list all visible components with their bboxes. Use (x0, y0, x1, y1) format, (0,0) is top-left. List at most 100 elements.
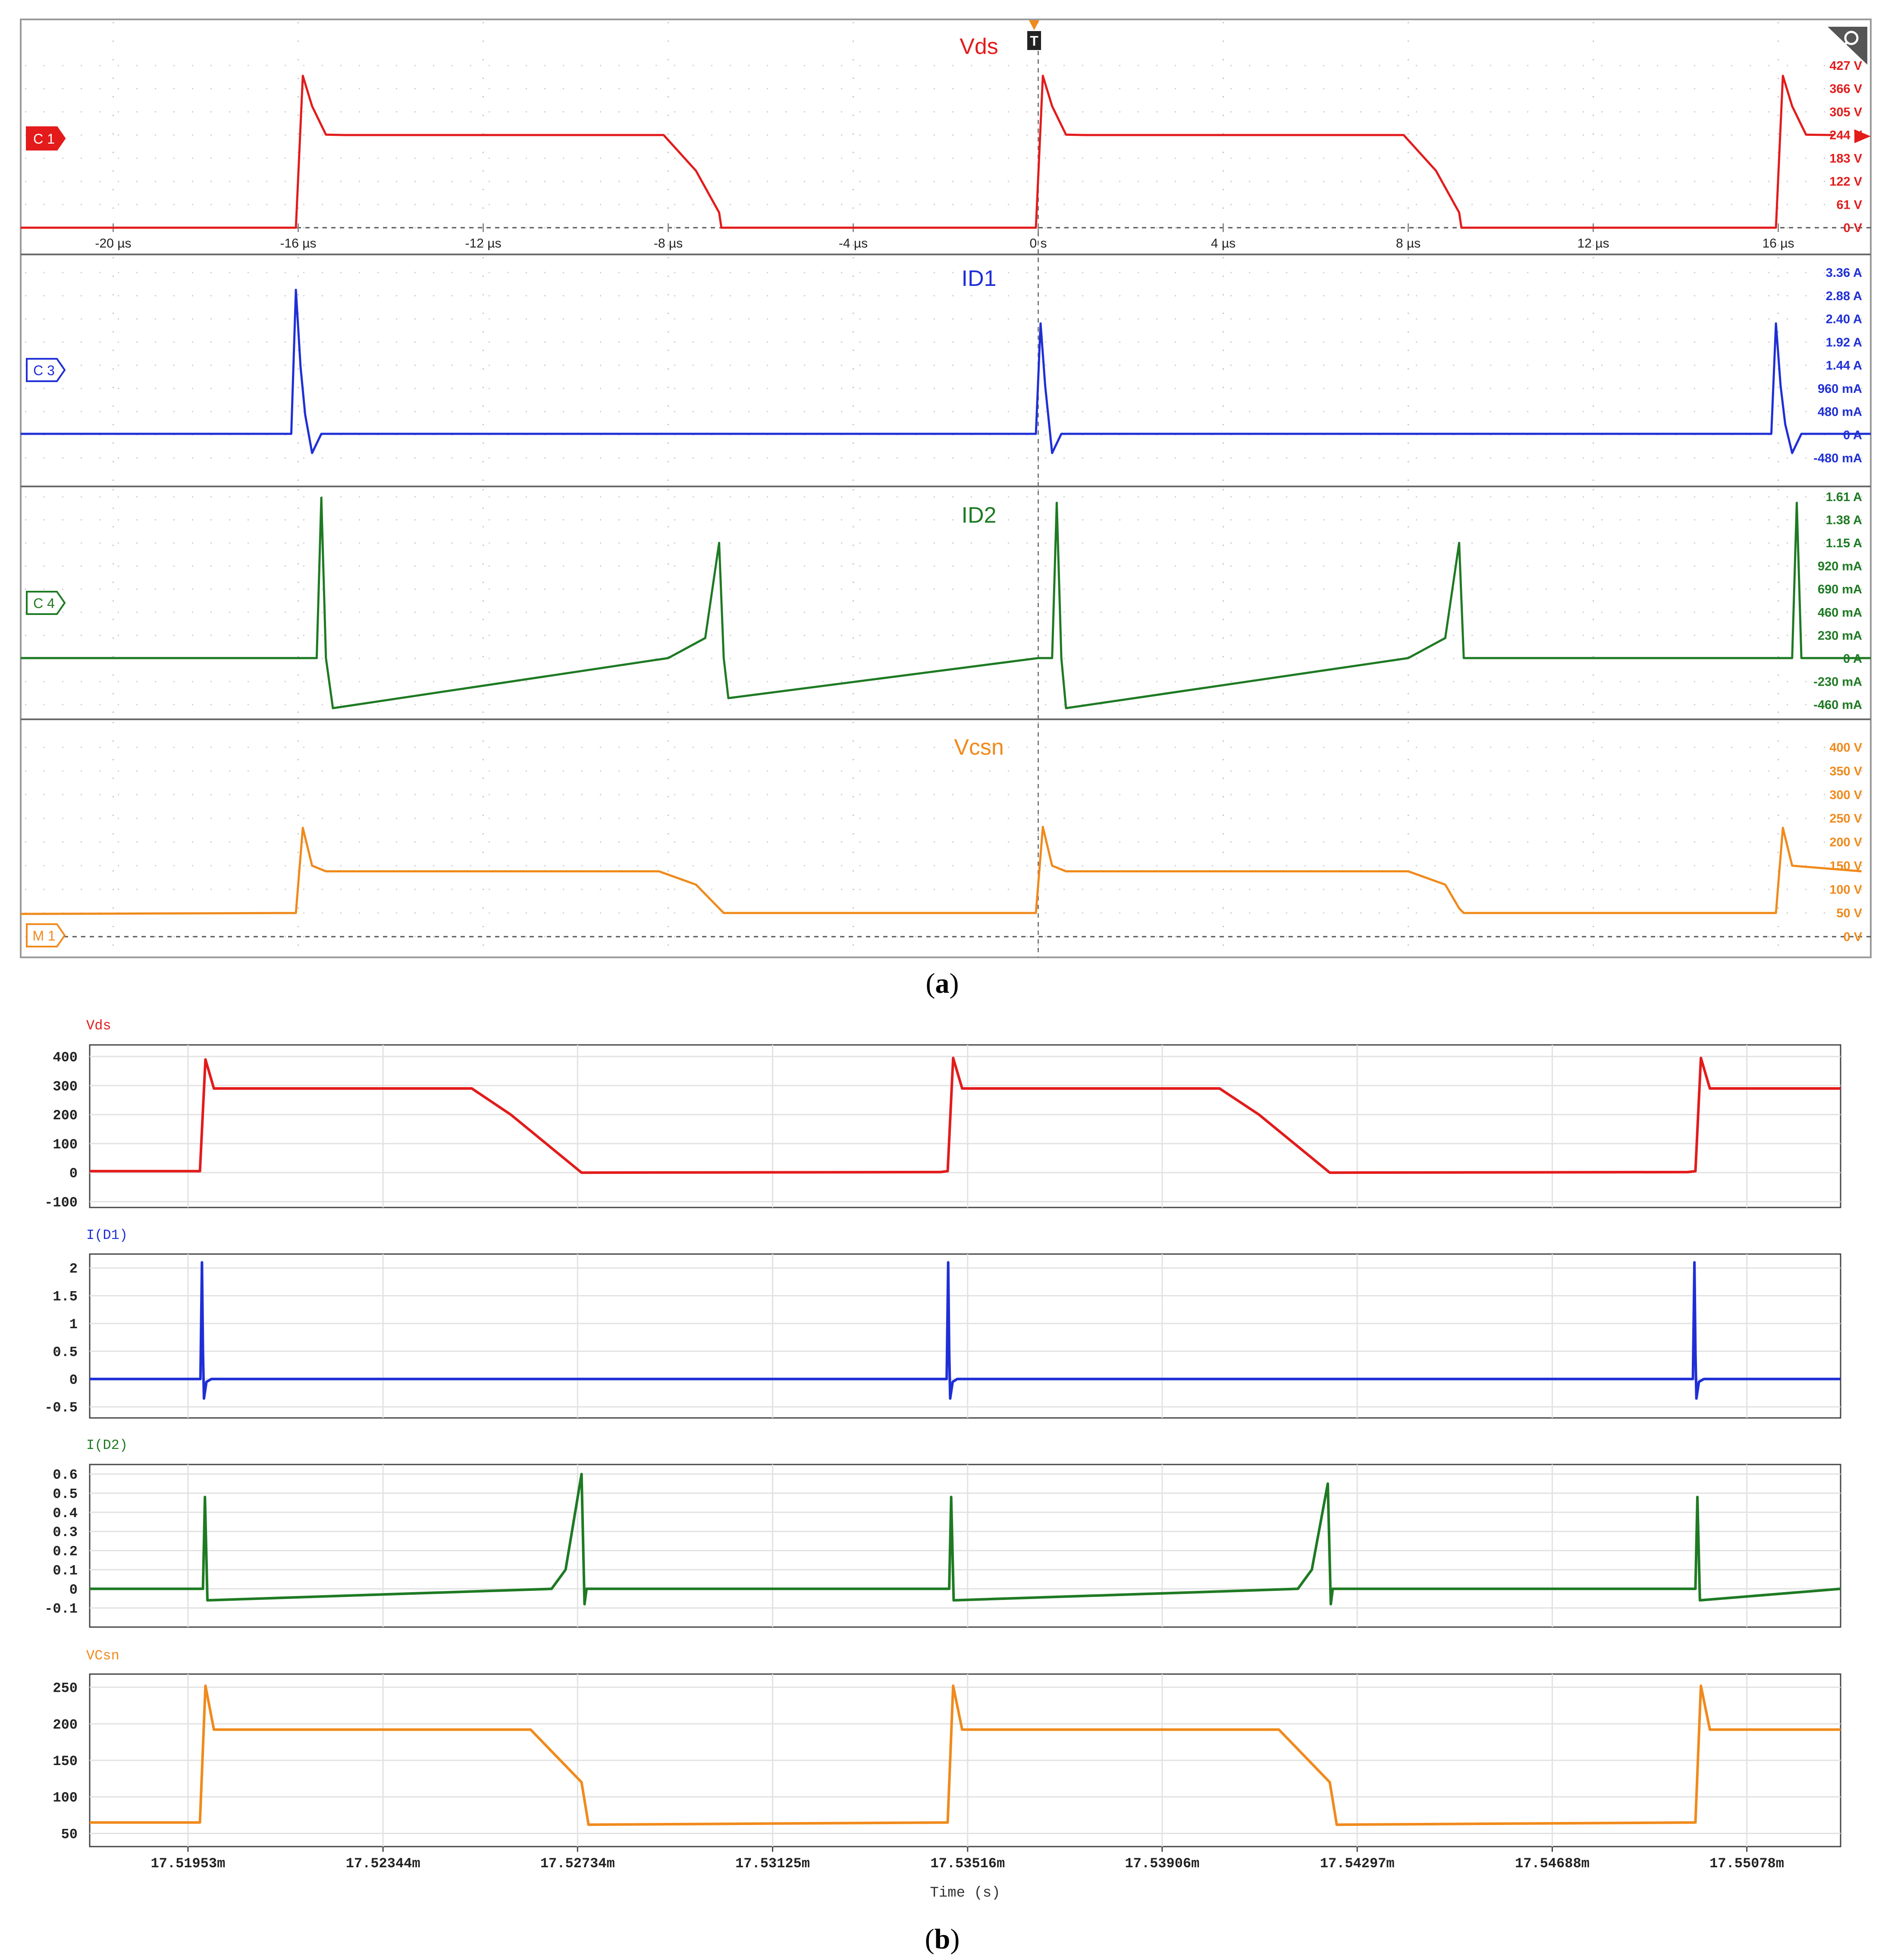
time-tick-label: 4 µs (1211, 236, 1236, 251)
id1-y-tick-label: 0.5 (53, 1344, 78, 1360)
id2-subplot: I(D2) 0.6 0.5 0.4 0.3 0.2 0.1 0 -0.1 (44, 1437, 1841, 1628)
time-tick-label: -4 µs (839, 236, 868, 251)
vcsn-y-tick-label: 50 (61, 1826, 78, 1842)
id2-channel-marker[interactable]: C 4 (26, 591, 66, 615)
time-tick-label: 0 s (1029, 236, 1047, 251)
vcsn-scale-label: 250 V (1829, 812, 1862, 826)
id2-scale-label: 920 mA (1818, 560, 1862, 574)
channel-marker-icon (26, 591, 66, 615)
time-tick-label: -12 µs (465, 236, 502, 251)
x-tick-label: 17.53516m (930, 1856, 1005, 1872)
vcsn-trace (20, 825, 1862, 915)
vcsn-scale-label: 350 V (1829, 765, 1862, 778)
vcsn-subplot-title: VCsn (86, 1648, 119, 1664)
id1-trace (21, 289, 1871, 454)
id1-scale-label: -480 mA (1813, 452, 1862, 465)
id1-title: ID1 (962, 266, 997, 291)
id1-channel-marker[interactable]: C 3 (26, 358, 66, 382)
caption-b: (b) (925, 1923, 960, 1955)
id1-scale-label: 1.44 A (1826, 359, 1862, 373)
scope-labels: -20 µs -16 µs -12 µs -8 µs -4 µs 0 s 4 µs 8 µs 1… (26, 34, 1863, 947)
vcsn-scale-label: 400 V (1829, 741, 1862, 755)
scope-frame (20, 19, 1872, 958)
id1-subplot-title: I(D1) (86, 1227, 128, 1243)
vcsn-y-tick-label: 200 (53, 1717, 78, 1733)
time-tick-label: -20 µs (95, 236, 132, 251)
oscilloscope-panel: -20 µs -16 µs -12 µs -8 µs -4 µs 0 s 4 µs 8 µs 1… (20, 19, 1872, 999)
x-axis-label: Time (s) (930, 1885, 1000, 1901)
vcsn-y-tick-label: 250 (53, 1681, 78, 1697)
id2-y-tick-label: 0.4 (53, 1505, 78, 1521)
x-tick-label: 17.54297m (1320, 1856, 1395, 1872)
vcsn-y-tick-label: 150 (53, 1753, 78, 1769)
id1-scale-label: 1.92 A (1826, 336, 1862, 349)
vds-y-tick-label: 0 (69, 1166, 78, 1182)
vds-sim-trace (90, 1057, 1841, 1174)
vds-plot-area (89, 1044, 1841, 1208)
time-tick-label: -8 µs (654, 236, 683, 251)
id2-scale-label: 1.15 A (1826, 536, 1862, 550)
id1-y-tick-label: 1 (69, 1317, 78, 1333)
time-tick-label: 12 µs (1578, 236, 1609, 251)
vds-y-tick-label: 400 (53, 1050, 78, 1066)
vcsn-subplot: VCsn 250 200 150 100 50 (53, 1648, 1841, 1847)
id2-scale-label: 230 mA (1818, 629, 1862, 643)
id1-scale-label: 960 mA (1818, 382, 1862, 396)
trigger-marker[interactable]: T (1027, 20, 1041, 50)
vds-scale-label: 61 V (1836, 198, 1862, 212)
vds-scale-label: 366 V (1829, 82, 1862, 96)
trigger-badge (1027, 31, 1041, 50)
caption-b-open: ( (925, 1923, 935, 1955)
id2-y-tick-label: 0 (69, 1582, 78, 1598)
vds-scale-label: 0 V (1843, 221, 1862, 235)
caption-b-close: ) (950, 1923, 960, 1955)
caption-a-letter: a (935, 968, 950, 999)
vds-subplot-title: Vds (86, 1018, 111, 1034)
channel-marker-label: M 1 (32, 928, 55, 944)
zoom-icon[interactable] (1828, 27, 1867, 65)
x-tick-label: 17.53125m (735, 1856, 810, 1872)
channel-marker-icon (26, 358, 66, 382)
channel-marker-label: C 4 (33, 596, 55, 611)
vds-y-tick-label: 100 (53, 1137, 78, 1153)
id2-subplot-title: I(D2) (86, 1437, 128, 1453)
id2-y-tick-label: 0.5 (53, 1486, 78, 1502)
id2-y-tick-label: 0.3 (53, 1524, 78, 1540)
x-tick-label: 17.52734m (540, 1856, 615, 1872)
id2-scale-label: 1.61 A (1826, 490, 1862, 504)
caption-a-open: ( (926, 968, 935, 999)
vds-scale-label: 305 V (1829, 105, 1862, 119)
id2-y-tick-label: 0.6 (53, 1467, 78, 1483)
vcsn-scale-label: 50 V (1836, 906, 1862, 920)
vcsn-channel-marker[interactable]: M 1 (26, 923, 66, 947)
x-tick-label: 17.55078m (1709, 1856, 1784, 1872)
time-tick-label: -16 µs (280, 236, 317, 251)
caption-a-close: ) (950, 968, 959, 999)
vds-channel-marker[interactable]: C 1 (26, 126, 66, 151)
simulation-panel: Vds4003002001000-100I(D1)21.510.50-0.5I(… (44, 1018, 1841, 1955)
trigger-label: T (1030, 33, 1038, 49)
id2-y-tick-label: -0.1 (44, 1601, 78, 1617)
caption-a: (a) (926, 968, 959, 999)
vcsn-scale-label: 150 V (1829, 859, 1862, 873)
vcsn-title: Vcsn (954, 735, 1004, 760)
id1-y-tick-label: 1.5 (53, 1289, 78, 1305)
time-tick-label: 8 µs (1396, 236, 1421, 251)
id2-scale-label: 1.38 A (1826, 514, 1862, 527)
id2-title: ID2 (962, 503, 997, 528)
id1-subplot: I(D1) 2 1.5 1 0.5 0 -0.5 (44, 1227, 1841, 1419)
vcsn-scale-label: 100 V (1829, 883, 1862, 897)
channel-marker-icon (26, 126, 66, 151)
id2-scale-label: -460 mA (1813, 698, 1862, 712)
channel-marker-label: C 1 (33, 131, 55, 147)
id1-sim-trace (90, 1261, 1841, 1400)
vds-title: Vds (960, 34, 998, 59)
c1-offset-arrow-icon[interactable] (1854, 129, 1871, 143)
id1-plot-area (89, 1253, 1841, 1419)
vds-y-tick-label: 300 (53, 1079, 78, 1094)
x-tick-label: 17.52344m (346, 1856, 420, 1872)
id1-scale-label: 2.40 A (1826, 313, 1862, 326)
id2-scale-label: 0 A (1843, 652, 1862, 666)
id2-plot-area (89, 1464, 1841, 1628)
